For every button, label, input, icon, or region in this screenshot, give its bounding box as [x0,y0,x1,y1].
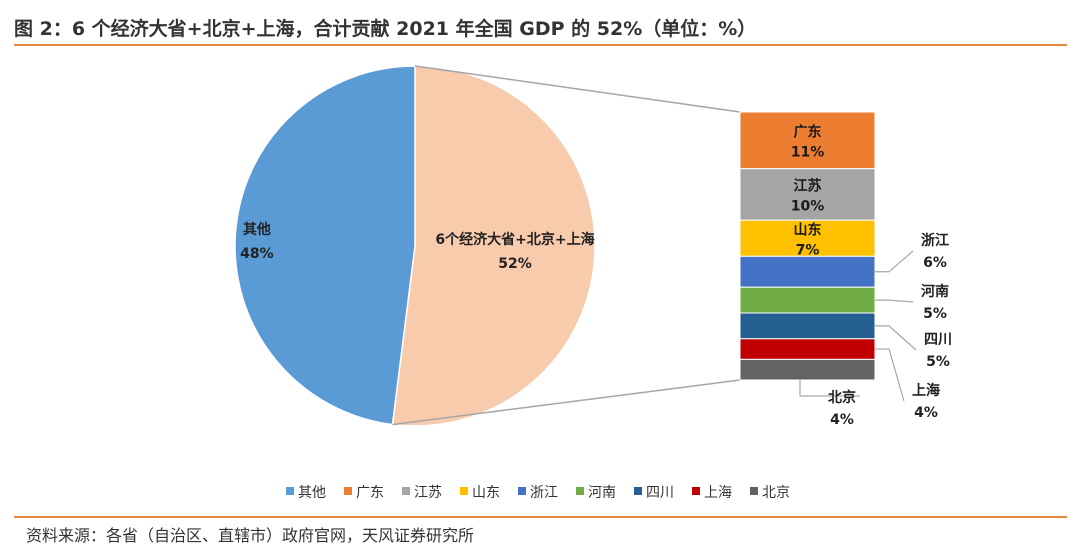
bar-segment-value-浙江: 6% [923,255,947,271]
bar-segment-name-广东: 广东 [794,123,822,140]
pie-slice-6个经济大省+北京+上海 [391,65,596,427]
legend-label-山东: 山东 [472,485,500,501]
figure-title: 图 2：6 个经济大省+北京+上海，合计贡献 2021 年全国 GDP 的 52… [14,18,757,40]
pie-slice-其他 [234,65,416,426]
title-rule [14,44,1067,46]
leader-line-上海 [875,348,905,402]
pie-slice-value-6个经济大省+北京+上海: 52% [498,256,532,272]
bar-segment-value-山东: 7% [796,242,820,258]
legend-label-浙江: 浙江 [530,485,558,501]
legend-swatch-广东 [344,487,352,495]
legend-swatch-浙江 [518,487,526,495]
legend-swatch-山东 [460,487,468,495]
bar-segment-name-河南: 河南 [921,283,949,300]
leader-line-北京 [799,380,860,397]
connector-line-top [414,65,741,113]
bar-segment-浙江 [739,255,876,288]
legend-label-河南: 河南 [588,485,616,501]
bar-segment-name-四川: 四川 [924,332,952,348]
bar-segment-山东 [739,219,876,257]
bar-segment-value-上海: 4% [914,405,938,421]
bar-segment-北京 [739,358,876,381]
legend-label-北京: 北京 [762,485,790,501]
connector-line-bottom [392,379,741,426]
legend-swatch-上海 [692,487,700,495]
leader-line-浙江 [875,250,914,273]
bar-segment-name-上海: 上海 [912,382,940,399]
bar-segment-name-北京: 北京 [828,389,856,406]
bar-segment-name-浙江: 浙江 [921,232,949,249]
leader-line-河南 [875,299,914,303]
legend-swatch-其他 [286,487,294,495]
bar-segment-上海 [739,338,876,360]
legend-swatch-四川 [634,487,642,495]
legend-swatch-江苏 [402,487,410,495]
bar-segment-name-山东: 山东 [794,221,822,238]
bar-segment-value-北京: 4% [830,412,854,428]
legend-label-广东: 广东 [356,485,384,501]
pie-slice-name-其他: 其他 [243,221,271,238]
bar-segment-江苏 [739,168,876,221]
source-rule [14,516,1067,518]
legend-label-四川: 四川 [646,485,674,501]
bar-segment-value-江苏: 10% [791,198,825,214]
bar-segment-name-江苏: 江苏 [794,177,822,194]
pie-slice-name-6个经济大省+北京+上海: 6个经济大省+北京+上海 [435,231,594,248]
legend-label-其他: 其他 [298,485,326,501]
source-note: 资料来源：各省（自治区、直辖市）政府官网，天风证券研究所 [26,526,475,545]
leader-line-四川 [875,325,917,351]
bar-segment-value-四川: 5% [926,354,950,370]
bar-segment-河南 [739,286,876,314]
legend-label-上海: 上海 [704,485,732,501]
pie-slice-value-其他: 48% [240,246,274,262]
bar-segment-value-河南: 5% [923,306,947,322]
legend-label-江苏: 江苏 [414,485,442,501]
bar-segment-四川 [739,312,876,340]
legend-swatch-河南 [576,487,584,495]
bar-segment-value-广东: 11% [791,144,825,160]
legend-swatch-北京 [750,487,758,495]
